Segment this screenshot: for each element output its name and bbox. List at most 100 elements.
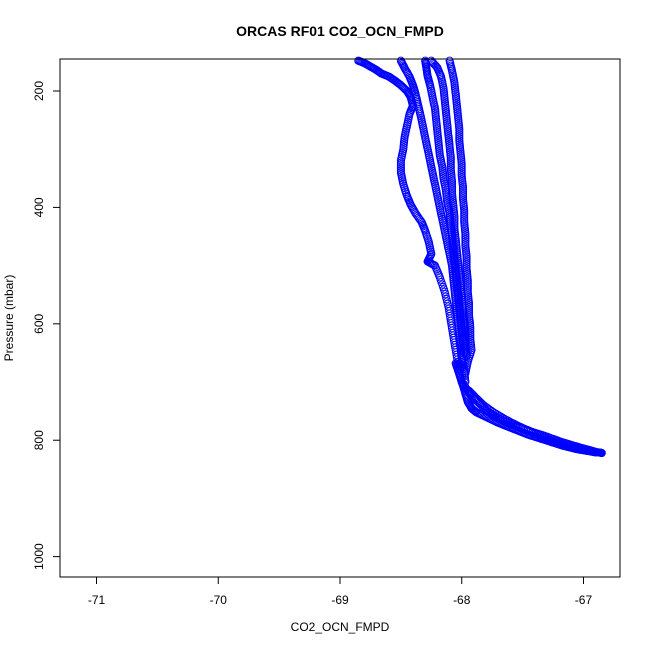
data-point xyxy=(455,124,464,133)
data-point xyxy=(462,254,471,263)
data-point xyxy=(447,177,457,186)
data-point xyxy=(466,328,475,337)
data-point xyxy=(461,336,470,345)
data-point xyxy=(447,184,457,194)
y-axis: 200 400 600 800 1000 xyxy=(32,81,61,570)
data-point xyxy=(447,179,457,188)
data-point xyxy=(455,128,464,137)
data-point xyxy=(447,182,457,192)
data-point xyxy=(460,208,469,217)
data-point xyxy=(461,239,470,248)
data-point xyxy=(446,157,455,166)
data-point xyxy=(461,229,470,238)
data-point xyxy=(463,285,472,294)
y-tick-label: 1000 xyxy=(32,543,46,570)
data-point xyxy=(450,219,459,228)
data-point xyxy=(457,169,466,178)
data-point xyxy=(399,61,408,70)
data-point xyxy=(464,299,474,308)
y-tick-label: 400 xyxy=(32,197,46,217)
data-point xyxy=(461,334,470,343)
data-point xyxy=(464,309,474,318)
data-point xyxy=(460,212,469,221)
data-point xyxy=(396,160,405,169)
data-point-filled xyxy=(455,360,464,369)
data-point xyxy=(396,164,405,173)
data-point xyxy=(457,165,466,174)
data-point xyxy=(462,258,471,267)
x-axis: -71 -70 -69 -68 -67 xyxy=(88,576,593,607)
data-point xyxy=(446,163,455,172)
data-point xyxy=(463,278,472,287)
x-axis-label: CO2_OCN_FMPD xyxy=(291,620,390,634)
data-point xyxy=(455,132,464,141)
data-point xyxy=(458,186,468,195)
data-point xyxy=(458,184,468,194)
data-point xyxy=(462,260,471,269)
data-point xyxy=(460,215,469,225)
data-point-filled xyxy=(597,448,606,458)
data-point xyxy=(461,231,470,240)
data-point xyxy=(463,276,472,285)
data-point xyxy=(446,159,455,168)
y-tick-label: 600 xyxy=(32,313,46,333)
data-point xyxy=(396,158,405,167)
x-tick-label: -71 xyxy=(88,593,106,607)
data-point xyxy=(466,326,475,335)
data-point xyxy=(455,130,464,139)
data-point xyxy=(461,330,470,339)
data-point xyxy=(450,212,459,221)
y-axis-label: Pressure (mbar) xyxy=(2,275,16,362)
data-point xyxy=(460,210,469,219)
data-point xyxy=(450,217,459,227)
data-point xyxy=(457,159,466,168)
data-point xyxy=(466,332,475,341)
data-point xyxy=(461,233,470,242)
chart-title: ORCAS RF01 CO2_OCN_FMPD xyxy=(236,23,444,39)
data-point-filled xyxy=(423,257,432,266)
data-point xyxy=(457,161,466,170)
data-point xyxy=(464,307,474,316)
y-tick-label: 800 xyxy=(32,430,46,450)
data-point xyxy=(463,279,472,289)
data-point xyxy=(464,303,474,312)
data-point xyxy=(460,214,469,223)
data-point xyxy=(447,181,457,190)
data-point xyxy=(464,301,474,310)
data-point xyxy=(450,214,459,223)
data-point xyxy=(466,324,475,333)
data-point xyxy=(446,161,455,170)
data-point xyxy=(450,221,459,230)
data-point xyxy=(446,155,455,164)
data-point xyxy=(446,153,455,162)
data-point xyxy=(462,252,471,261)
x-tick-label: -67 xyxy=(575,593,593,607)
data-point xyxy=(458,188,468,197)
data-point xyxy=(461,338,470,347)
data-points xyxy=(354,56,606,458)
x-tick-label: -69 xyxy=(331,593,349,607)
data-point xyxy=(396,166,405,175)
data-point xyxy=(462,256,471,265)
data-point xyxy=(461,235,470,244)
x-tick-label: -68 xyxy=(453,593,471,607)
data-point xyxy=(458,182,468,192)
data-point xyxy=(463,281,472,291)
data-point xyxy=(463,283,472,292)
data-point xyxy=(457,163,466,172)
data-point xyxy=(447,186,457,195)
data-point xyxy=(462,262,471,271)
data-point xyxy=(455,134,464,143)
data-point xyxy=(450,215,459,225)
data-point xyxy=(458,192,468,201)
data-point xyxy=(464,305,474,314)
data-point xyxy=(458,190,468,199)
data-point xyxy=(466,322,475,331)
data-point xyxy=(455,126,464,135)
data-point xyxy=(466,330,475,339)
x-tick-label: -70 xyxy=(210,593,228,607)
data-point xyxy=(396,162,405,171)
y-tick-label: 200 xyxy=(32,81,46,101)
